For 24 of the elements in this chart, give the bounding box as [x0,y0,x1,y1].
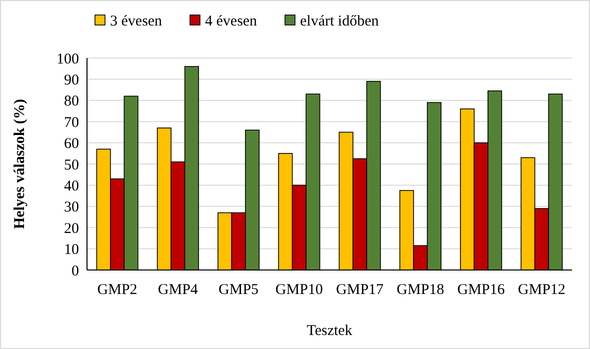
x-tick-label: GMP2 [97,282,138,298]
x-tick-label: GMP16 [457,282,506,298]
y-tick-label: 20 [64,220,79,237]
legend-label: 3 évesen [110,13,163,30]
y-tick-label: 90 [64,72,79,88]
x-tick-label: GMP17 [336,282,384,298]
y-tick-label: 80 [64,94,79,110]
y-tick-label: 60 [64,136,79,152]
y-tick-label: 40 [64,178,79,194]
y-tick-label: 70 [64,114,79,131]
y-tick-label: 50 [64,157,79,174]
x-tick-label: GMP12 [518,282,566,298]
x-tick-label: GMP18 [396,282,444,298]
legend-label: elvárt időben [300,13,380,30]
y-tick-label: 0 [72,263,79,280]
legend-label: 4 évesen [205,13,258,30]
y-tick-label: 30 [64,200,79,216]
y-tick-label: 100 [56,51,79,68]
y-axis-title: Helyes válaszok (%) [12,99,28,229]
x-tick-label: GMP4 [158,282,198,298]
x-axis-title: Tesztek [306,323,353,339]
x-tick-label: GMP5 [218,282,259,298]
x-tick-label: GMP10 [275,282,323,298]
y-tick-label: 10 [64,242,79,258]
